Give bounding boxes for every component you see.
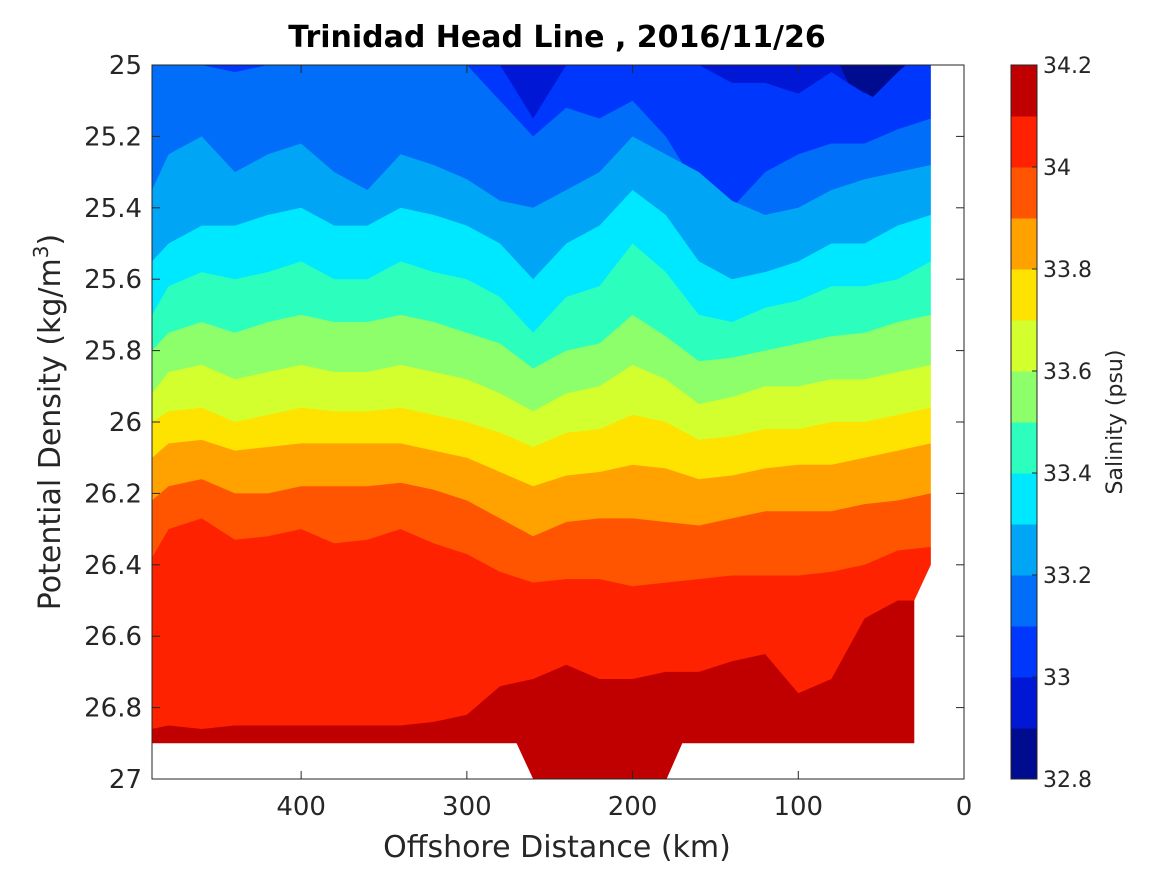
y-axis-label-sup: 3 (29, 245, 53, 258)
y-tick-label: 26.2 (84, 479, 142, 509)
colorbar-tick-label: 34 (1043, 156, 1071, 181)
colorbar-swatch (1011, 473, 1037, 525)
colorbar-swatch (1011, 371, 1037, 423)
x-tick-label: 0 (956, 792, 973, 822)
mask-deep-offshore (152, 743, 534, 779)
y-axis-label-end: ) (33, 234, 68, 246)
x-tick-label: 200 (608, 792, 658, 822)
y-axis-label-main: Potential Density (kg/m (33, 258, 68, 610)
colorbar-tick-label: 33.8 (1043, 258, 1092, 283)
x-tick-label: 100 (773, 792, 823, 822)
contour-band-34-1 (152, 600, 964, 779)
y-tick-label: 25.8 (84, 337, 142, 367)
colorbar-tick-label: 33.2 (1043, 564, 1092, 589)
y-tick-label: 26.6 (84, 622, 142, 652)
y-tick-label: 26.8 (84, 694, 142, 724)
contour-pocket-coastal (856, 679, 915, 744)
no-data-masks (152, 65, 964, 779)
x-tick-label: 400 (276, 792, 326, 822)
contour-band-34-2 (528, 746, 670, 779)
colorbar (1010, 64, 1038, 780)
colorbar-swatch (1011, 575, 1037, 627)
colorbar-swatch (1011, 524, 1037, 576)
colorbar-swatch (1011, 677, 1037, 729)
x-axis-ticks: 400 300 200 100 0 (276, 65, 972, 822)
colorbar-swatch (1011, 422, 1037, 474)
y-axis-ticks: 25 25.2 25.4 25.6 25.8 26 26.2 26.4 26.6 26.8 27 (84, 51, 964, 795)
colorbar-swatch (1011, 728, 1037, 780)
y-tick-label: 26.4 (84, 551, 142, 581)
y-tick-label: 27 (109, 765, 142, 795)
x-axis-label: Offshore Distance (km) (383, 830, 731, 865)
contour-fills (152, 65, 964, 779)
colorbar-swatch (1011, 320, 1037, 372)
colorbar-swatch (1011, 218, 1037, 270)
colorbar-tick-label: 34.2 (1043, 54, 1092, 79)
y-tick-label: 25.2 (84, 122, 142, 152)
colorbar-swatch (1011, 65, 1037, 117)
colorbar-frame (1010, 64, 1038, 780)
y-tick-label: 25.4 (84, 194, 142, 224)
colorbar-tick-label: 33 (1043, 666, 1071, 691)
y-tick-label: 26 (109, 408, 142, 438)
colorbar-swatch (1011, 626, 1037, 678)
x-tick-label: 300 (442, 792, 492, 822)
chart-title: Trinidad Head Line , 2016/11/26 (288, 20, 825, 55)
y-axis-label: Potential Density (kg/m3) (29, 234, 68, 610)
colorbar-swatch (1011, 167, 1037, 219)
colorbar-tick-label: 32.8 (1043, 768, 1092, 793)
mask-nearshore (914, 65, 964, 779)
colorbar-swatch (1011, 269, 1037, 321)
colorbar-ticks: 34.2 34 33.8 33.6 33.4 33.2 33 32.8 (1032, 54, 1092, 793)
y-tick-label: 25.6 (84, 265, 142, 295)
colorbar-label: Salinity (psu) (1103, 350, 1128, 495)
colorbar-swatch (1011, 116, 1037, 168)
colorbar-tick-label: 33.6 (1043, 360, 1092, 385)
colorbar-tick-label: 33.4 (1043, 462, 1092, 487)
y-tick-label: 25 (109, 51, 142, 81)
mask-deep-inshore (666, 743, 964, 779)
contour-pocket-top (839, 65, 906, 98)
